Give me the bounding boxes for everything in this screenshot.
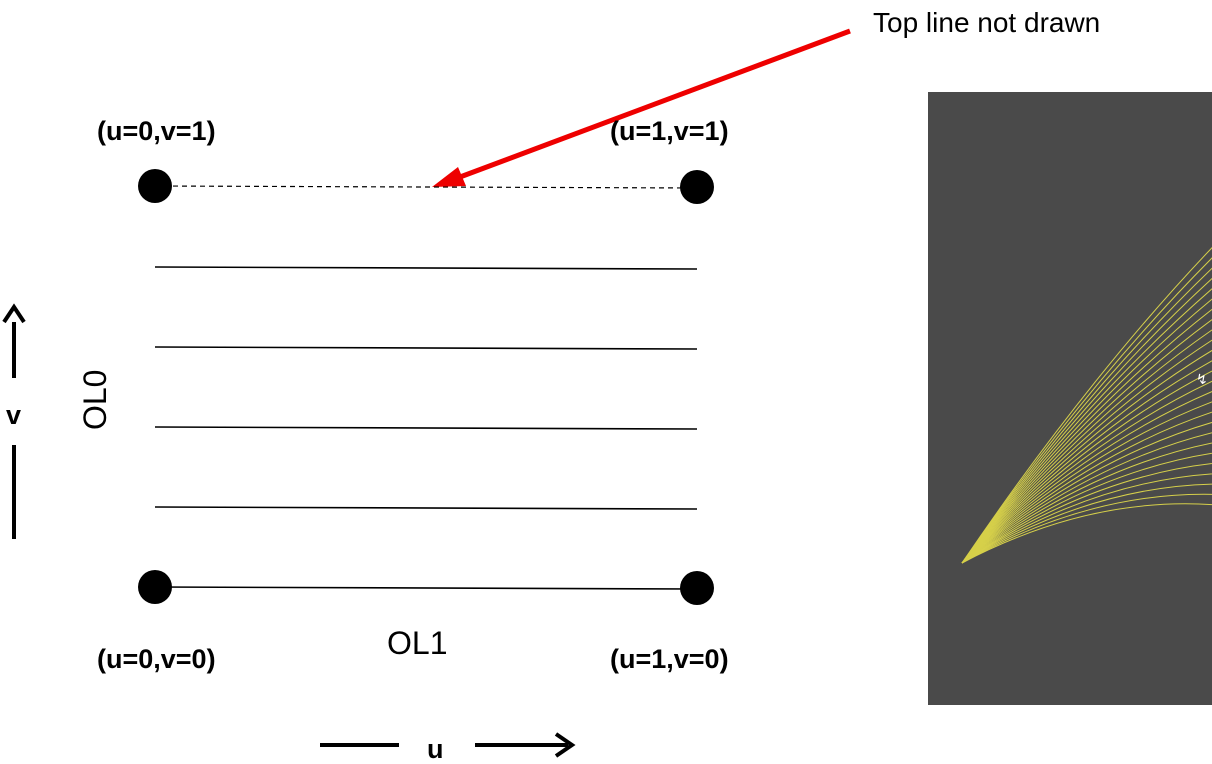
tessellated-curve [961, 411, 1212, 564]
tessellated-curve [961, 288, 1212, 564]
tessellated-curve [961, 483, 1212, 564]
bottom-edge [154, 586, 698, 590]
u-axis-arrowhead [554, 732, 576, 758]
tessellated-curve [961, 442, 1212, 564]
outer-level-label-ol1: OL1 [387, 625, 447, 661]
corner-dot-top-left [138, 169, 172, 203]
tessellated-curve [961, 339, 1212, 564]
tessellated-curve [961, 432, 1212, 564]
corner-label-top-left: (u=0,v=1) [97, 116, 216, 146]
corner-label-bottom-left: (u=0,v=0) [97, 644, 216, 674]
tessellated-curve [961, 452, 1212, 564]
tessellated-curve [961, 257, 1212, 564]
corner-dot-bottom-left [138, 570, 172, 604]
tessellated-curves [961, 247, 1212, 564]
tessellated-curve [961, 349, 1212, 564]
tessellated-curve [961, 277, 1212, 564]
tessellated-curve [961, 493, 1212, 564]
v-axis-arrowhead [2, 303, 26, 324]
isoline-2 [154, 346, 698, 350]
callout-label: Top line not drawn [873, 7, 1100, 38]
callout-arrow-shaft [451, 28, 851, 183]
callout-arrowhead [432, 167, 466, 187]
tessellated-curve [961, 247, 1212, 564]
u-axis-label: u [427, 734, 444, 764]
tessellated-curve [961, 360, 1212, 564]
tessellated-curve [961, 421, 1212, 564]
tessellated-curve [961, 463, 1212, 564]
render-glyph: ↯ [1196, 371, 1208, 387]
top-edge-dashed [154, 185, 698, 189]
v-axis-label: v [6, 400, 21, 430]
corner-label-top-right: (u=1,v=1) [610, 116, 729, 146]
tessellated-curve [961, 503, 1212, 564]
tessellated-curve [961, 319, 1212, 564]
tessellated-curve [961, 267, 1212, 564]
isoline-4 [154, 506, 698, 510]
tessellated-curve [961, 298, 1212, 564]
corner-dot-top-right [680, 170, 714, 204]
render-background [928, 92, 1212, 705]
tessellated-curve [961, 473, 1212, 564]
corner-label-bottom-right: (u=1,v=0) [610, 644, 729, 674]
tessellated-curve [961, 380, 1212, 564]
isoline-3 [154, 426, 698, 430]
tessellated-curve [961, 329, 1212, 564]
tessellated-curve [961, 370, 1212, 564]
tessellated-curve [961, 391, 1212, 564]
outer-level-label-ol0: OL0 [77, 370, 113, 430]
render-screenshot: ↯ [928, 92, 1212, 705]
tessellated-curve [961, 401, 1212, 564]
tessellated-curve [961, 308, 1212, 564]
isoline-1 [154, 266, 698, 270]
corner-dot-bottom-right [680, 571, 714, 605]
